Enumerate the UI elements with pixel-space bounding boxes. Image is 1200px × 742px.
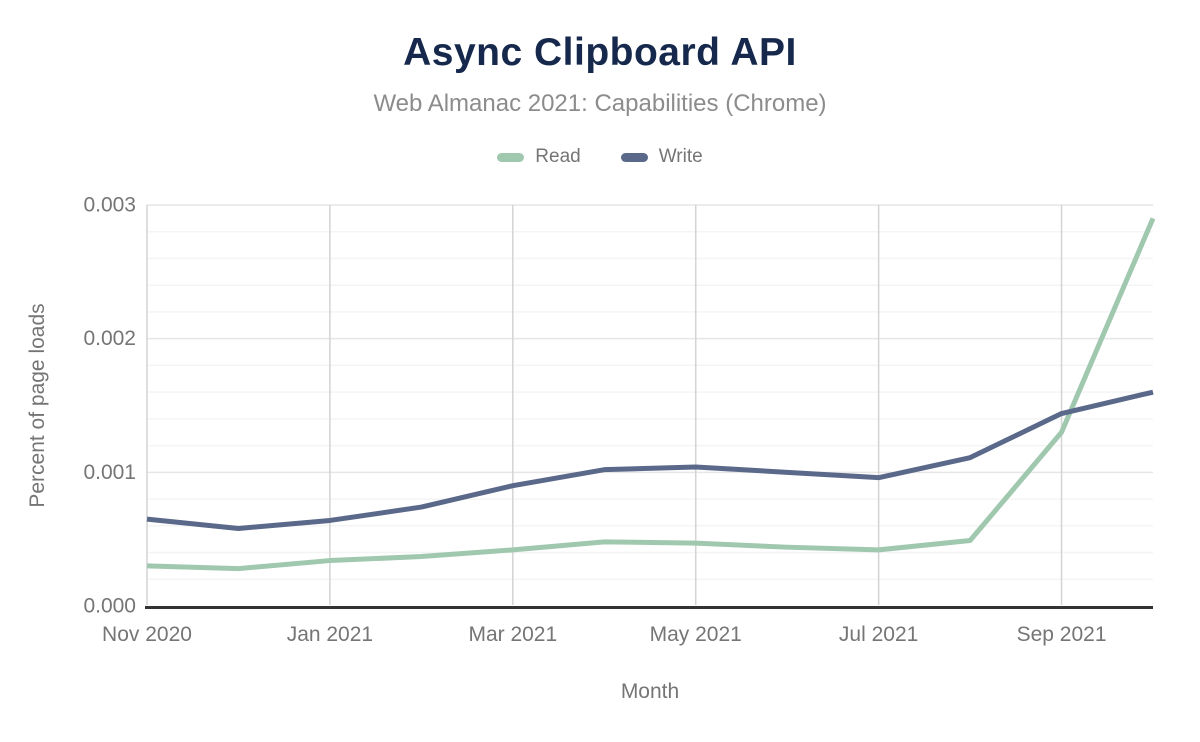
y-tick-label: 0.002 bbox=[83, 327, 136, 350]
legend-item-write: Write bbox=[620, 146, 703, 168]
series-line-read[interactable] bbox=[146, 217, 1156, 572]
legend-label-write: Write bbox=[658, 146, 703, 167]
series-line-write[interactable] bbox=[146, 389, 1154, 531]
x-tick-label: Jan 2021 bbox=[287, 623, 373, 646]
x-tick-label: Nov 2020 bbox=[102, 623, 192, 646]
y-tick-label: 0.000 bbox=[83, 595, 136, 618]
y-tick-label: 0.001 bbox=[83, 461, 136, 484]
legend-label-read: Read bbox=[535, 146, 581, 167]
chart-header: Async Clipboard API Web Almanac 2021: Ca… bbox=[0, 30, 1200, 119]
x-tick-label: Sep 2021 bbox=[1017, 623, 1107, 646]
legend-swatch-write bbox=[620, 152, 648, 162]
chart-legend: Read Write bbox=[0, 146, 1200, 168]
chart-subtitle: Web Almanac 2021: Capabilities (Chrome) bbox=[373, 89, 827, 117]
chart-title: Async Clipboard API bbox=[403, 31, 797, 74]
x-tick-label: May 2021 bbox=[650, 623, 742, 646]
x-axis-title: Month bbox=[621, 680, 679, 703]
y-axis-title: Percent of page loads bbox=[26, 303, 49, 507]
legend-swatch-read bbox=[497, 152, 525, 162]
x-tick-label: Mar 2021 bbox=[468, 623, 557, 646]
legend-item-read: Read bbox=[497, 146, 581, 168]
x-tick-label: Jul 2021 bbox=[839, 623, 918, 646]
y-tick-label: 0.003 bbox=[83, 194, 136, 217]
